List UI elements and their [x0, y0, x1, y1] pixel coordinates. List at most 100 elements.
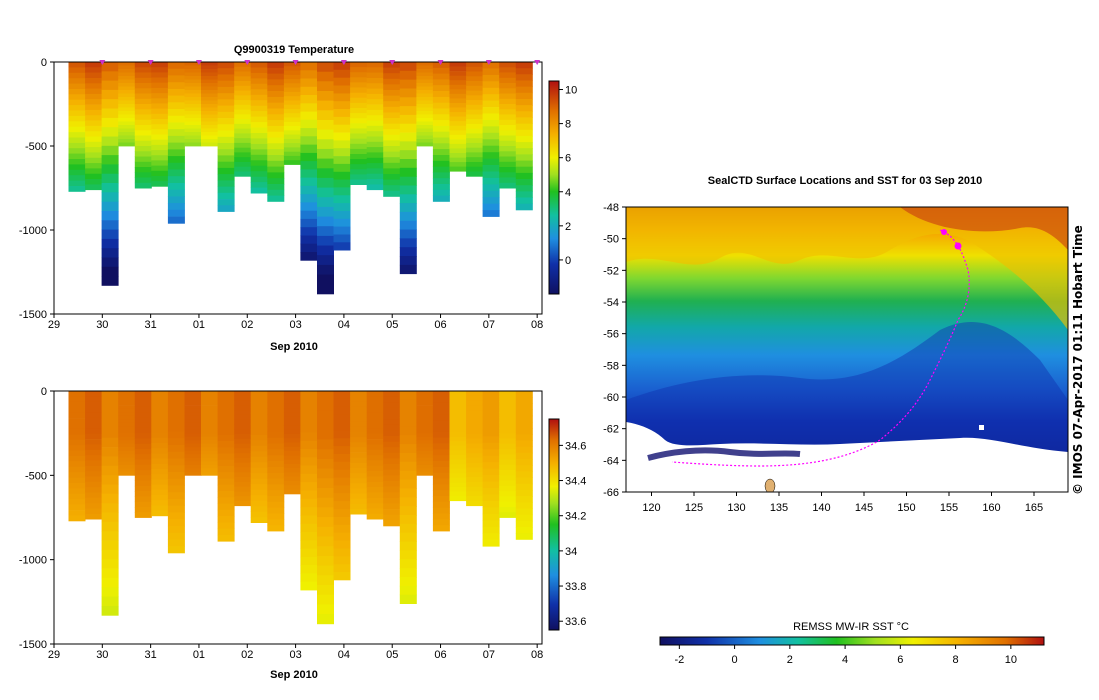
section-cell — [184, 454, 202, 459]
section-cell — [151, 448, 169, 454]
section-cell — [68, 504, 86, 511]
section-cell — [101, 577, 119, 588]
section-cell — [300, 565, 318, 574]
section-cell — [68, 142, 86, 149]
section-cell — [134, 433, 152, 439]
section-cell — [482, 100, 500, 108]
section-cell — [482, 132, 500, 140]
section-cell — [201, 450, 218, 455]
section-cell — [432, 96, 450, 104]
section-cell — [383, 174, 401, 180]
section-cell — [85, 78, 103, 84]
section-cell — [217, 136, 235, 144]
section-cell — [217, 528, 235, 536]
section-cell — [515, 191, 533, 198]
section-cell — [283, 79, 301, 84]
section-cell — [383, 503, 401, 510]
section-cell — [317, 158, 334, 169]
section-cell — [317, 458, 334, 469]
section-cell — [184, 79, 202, 84]
section-cell — [151, 474, 169, 480]
sst-hot-northeast — [900, 207, 1068, 250]
section-cell — [416, 118, 434, 122]
profile-marker — [99, 60, 106, 65]
section-cell — [482, 462, 500, 469]
section-cell — [350, 133, 368, 139]
sst-colorbar-tick-label: 8 — [953, 654, 959, 666]
section-cell — [234, 496, 252, 502]
section-cell — [201, 436, 218, 441]
section-cell — [466, 467, 484, 473]
section-cell — [317, 391, 334, 402]
section-cell — [449, 153, 467, 158]
section-cell — [85, 497, 103, 504]
section-cell — [201, 135, 218, 140]
section-cell — [515, 74, 533, 81]
salinity-y-axis: 0 -500 -1000 -1500 — [19, 386, 54, 651]
section-cell — [366, 78, 384, 84]
section-cell — [300, 177, 318, 187]
section-cell — [383, 140, 401, 147]
section-cell — [300, 515, 318, 525]
section-cell — [449, 93, 467, 99]
y-tick-label: -500 — [25, 470, 47, 482]
section-cell — [184, 97, 202, 101]
section-cell — [466, 481, 484, 487]
section-cell — [167, 129, 185, 137]
colorbar-tick-label: 34.6 — [565, 440, 586, 452]
section-cell — [151, 406, 169, 413]
section-cell — [234, 119, 252, 125]
section-cell — [118, 79, 136, 84]
longitude-tick-label: 130 — [727, 502, 745, 514]
section-cell — [68, 423, 86, 430]
section-cell — [383, 179, 401, 186]
section-cell — [283, 147, 301, 153]
section-cell — [201, 440, 218, 445]
section-cell — [432, 67, 450, 74]
section-cell — [267, 472, 285, 479]
section-cell — [101, 447, 119, 457]
section-cell — [449, 121, 467, 127]
section-cell — [432, 396, 450, 403]
section-cell — [515, 502, 533, 509]
section-cell — [416, 457, 434, 462]
section-cell — [234, 486, 252, 492]
section-cell — [134, 161, 152, 168]
section-cell — [68, 72, 86, 79]
section-cell — [300, 424, 318, 433]
section-cell — [416, 135, 434, 140]
section-cell — [250, 429, 268, 436]
section-cell — [184, 72, 202, 77]
section-cell — [466, 109, 484, 115]
section-cell — [267, 73, 285, 80]
section-cell — [366, 401, 384, 408]
section-cell — [333, 101, 351, 110]
section-cell — [350, 108, 368, 114]
colorbar-tick-label: 4 — [565, 187, 571, 199]
section-cell — [234, 424, 252, 430]
section-cell — [217, 534, 235, 542]
section-cell — [250, 473, 268, 480]
section-cell — [300, 243, 318, 253]
section-cell — [118, 128, 136, 133]
section-cell — [101, 531, 119, 541]
latitude-tick-label: -48 — [603, 202, 619, 214]
section-cell — [482, 416, 500, 424]
section-cell — [449, 125, 467, 131]
section-cell — [333, 446, 351, 455]
section-cell — [432, 466, 450, 473]
section-cell — [217, 434, 235, 442]
section-cell — [217, 155, 235, 162]
section-cell — [515, 62, 533, 69]
section-cell — [482, 197, 500, 204]
section-cell — [184, 139, 202, 143]
section-cell — [399, 417, 417, 427]
section-cell — [416, 104, 434, 108]
section-cell — [134, 464, 152, 471]
section-cell — [515, 421, 533, 429]
section-cell — [167, 88, 185, 96]
section-cell — [350, 426, 368, 433]
section-cell — [482, 397, 500, 405]
section-cell — [151, 411, 169, 418]
section-cell — [449, 482, 467, 488]
